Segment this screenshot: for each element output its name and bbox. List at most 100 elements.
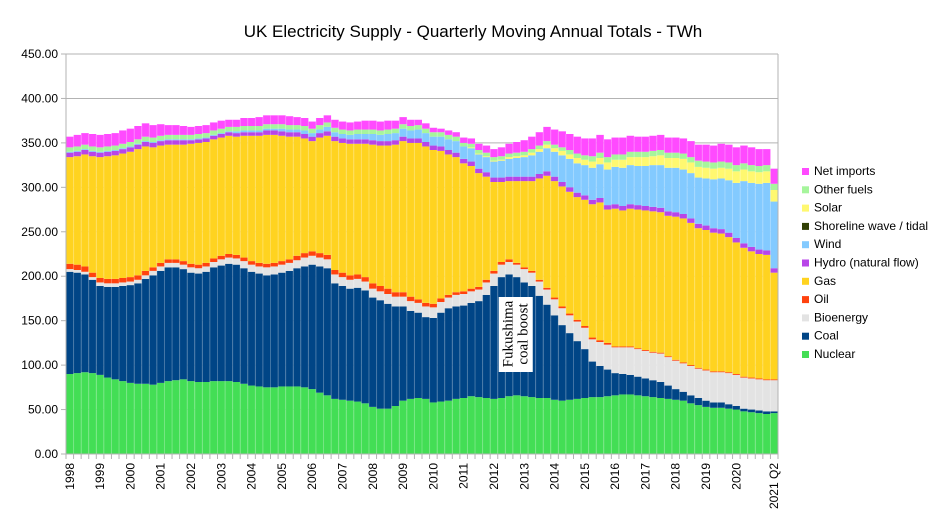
bar-segment-solar [596,158,604,165]
bar-segment-hydro-natural-flow [671,212,680,217]
bar-segment-net-imports [679,138,688,154]
bar-segment-net-imports [656,134,665,150]
bar-segment-gas [550,181,559,298]
bar-segment-net-imports [88,134,97,147]
bar-segment-wind [300,130,309,134]
bar-segment-hydro-natural-flow [141,142,150,147]
bar-segment-oil [209,258,218,262]
bar-segment-wind [565,158,574,188]
bar-segment-oil [679,362,688,364]
bar-segment-coal [694,398,703,406]
bar-segment-nuclear [81,372,89,454]
bar-segment-hydro-natural-flow [459,158,468,164]
bar-segment-net-imports [475,143,483,150]
bar-segment-nuclear [550,399,559,454]
bar-segment-other-fuels [558,147,566,151]
bar-segment-net-imports [626,135,635,152]
bar-segment-solar [565,154,574,159]
bar-segment-net-imports [285,116,294,126]
bar-segment-wind [656,165,665,208]
bar-segment-coal [550,315,559,400]
bar-segment-net-imports [603,139,612,158]
bar-segment-other-fuels [384,129,392,134]
bar-segment-nuclear [732,409,741,454]
bar-segment-net-imports [66,136,74,148]
bar-segment-bioenergy [141,275,150,279]
bar-segment-bioenergy [232,258,241,265]
bar-segment-oil [164,259,173,263]
bar-segment-wind [278,128,286,132]
bar-segment-gas [588,204,597,338]
bar-segment-oil [482,279,491,283]
bar-segment-gas [687,222,695,366]
bar-segment-wind [202,137,210,139]
bar-segment-other-fuels [452,136,460,142]
bar-segment-net-imports [740,145,748,164]
bar-segment-bioenergy [437,302,445,313]
bar-segment-oil [323,254,332,260]
bar-segment-oil [88,272,97,278]
bar-segment-net-imports [535,132,544,146]
bar-segment-bioenergy [209,262,218,268]
bar-segment-net-imports [437,128,445,133]
bar-segment-net-imports [588,138,597,157]
bar-segment-nuclear [88,373,97,454]
bar-segment-solar [717,167,725,179]
bar-segment-net-imports [240,118,248,126]
bar-segment-other-fuels [671,152,680,158]
bar-segment-wind [119,148,127,150]
bar-segment-hydro-natural-flow [315,133,324,138]
bar-segment-bioenergy [581,327,589,350]
x-tick-label: 1998 [63,463,77,490]
bar-segment-other-fuels [179,134,188,140]
y-tick-label: 400.00 [21,91,58,105]
legend-label: Net imports [814,164,875,178]
legend-item-oil: Oil [802,292,829,306]
bar-segment-other-fuels [550,144,559,149]
bar-segment-oil [149,267,157,271]
bar-segment-nuclear [452,398,460,454]
bar-segment-bioenergy [414,302,422,313]
bar-segment-gas [422,146,430,303]
bar-segment-oil [520,267,529,270]
bar-segment-hydro-natural-flow [747,246,756,252]
bar-segment-wind [611,166,619,205]
bar-segment-bioenergy [376,291,385,301]
bar-segment-nuclear [262,387,271,454]
bar-segment-nuclear [762,414,771,454]
bar-segment-bioenergy [724,373,733,405]
bar-segment-oil [293,255,301,261]
bar-segment-gas [66,157,74,264]
bar-segment-oil [656,352,665,354]
bar-segment-hydro-natural-flow [134,144,142,150]
x-tick-label: 2000 [123,463,137,490]
bar-segment-oil [459,291,468,294]
bar-segment-bioenergy [520,269,529,283]
x-tick-label: 2013 [517,463,531,490]
bar-segment-nuclear [247,385,256,454]
bar-segment-net-imports [194,126,203,134]
bar-segment-nuclear [687,403,695,454]
bar-segment-wind [528,155,536,177]
bar-segment-other-fuels [732,165,741,172]
bar-segment-other-fuels [437,132,445,137]
bar-segment-coal [194,273,203,382]
bar-segment-gas [315,137,324,254]
bar-segment-other-fuels [512,152,521,157]
bar-segment-gas [384,145,392,289]
x-tick-label: 1999 [93,463,107,490]
bar-segment-nuclear [346,400,354,454]
bar-segment-oil [535,279,544,282]
bar-segment-solar [770,190,778,202]
bar-segment-net-imports [634,136,642,152]
bar-segment-bioenergy [558,308,566,326]
bar-segment-net-imports [111,133,120,146]
bar-segment-wind [164,139,173,141]
bar-segment-nuclear [565,399,574,454]
bar-segment-bioenergy [747,378,756,410]
bar-segment-coal [687,395,695,404]
bar-segment-coal [179,269,188,380]
bar-segment-other-fuels [225,126,233,132]
bar-segment-coal [278,272,286,387]
bar-segment-other-fuels [611,154,619,160]
